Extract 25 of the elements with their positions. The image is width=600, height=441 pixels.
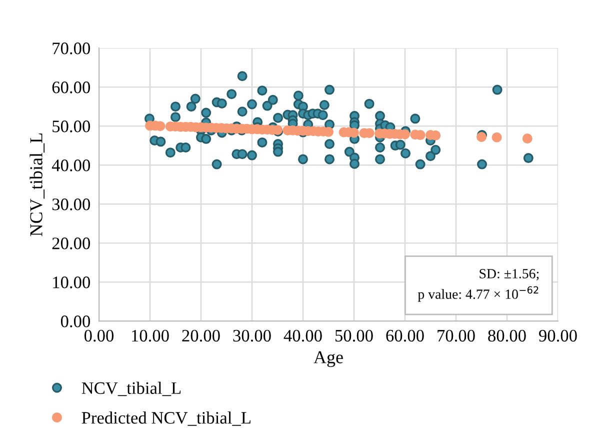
x-tick-label: 60.00	[386, 330, 424, 342]
annotation: SD: ±1.56; p value: 4.77 × 10$^{−62}$	[418, 269, 539, 302]
x-tick-label: 70.00	[438, 330, 475, 342]
x-tick-label: 80.00	[488, 330, 526, 342]
legend-label: Predicted NCV_tibial_L	[82, 412, 250, 426]
x-tick-label: 40.00	[284, 330, 322, 342]
y-tick-label: 0.00	[60, 316, 90, 328]
y-tick-label: 70.00	[52, 42, 90, 54]
y-axis-title: NCV_tibial_L	[30, 133, 45, 236]
y-tick-label: 30.00	[52, 198, 90, 210]
x-tick-label: 0.00	[84, 330, 114, 342]
x-axis-title: Age	[314, 351, 343, 368]
x-tick-label: 10.00	[132, 330, 169, 342]
point	[522, 134, 532, 144]
y-tick-label: 10.00	[53, 276, 90, 288]
y-tick-label: 20.00	[52, 238, 90, 250]
y-tick-label: 40.00	[52, 160, 90, 172]
point	[492, 132, 502, 142]
legend-label: NCV_tibial_L	[82, 382, 181, 396]
x-tick-label: 30.00	[233, 330, 271, 342]
x-tick-label: 50.00	[335, 330, 373, 342]
y-tick-label: 60.00	[52, 82, 90, 94]
y-tick-label: 50.00	[52, 120, 90, 132]
x-tick-label: 90.00	[539, 330, 577, 342]
x-tick-label: 20.00	[182, 330, 220, 342]
